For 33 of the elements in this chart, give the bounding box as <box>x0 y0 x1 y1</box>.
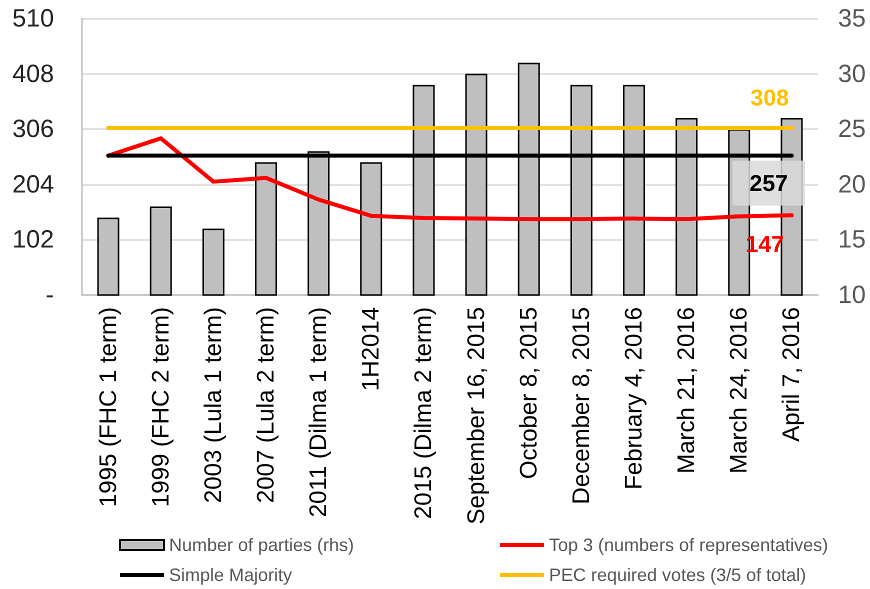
data-label: 257 <box>750 170 788 196</box>
legend-label: Number of parties (rhs) <box>169 535 354 555</box>
y-tick-label: 204 <box>12 170 54 198</box>
x-tick-label: 2011 (Dilma 1 term) <box>305 307 332 518</box>
legend-label: Top 3 (numbers of representatives) <box>549 535 828 555</box>
legend-label: PEC required votes (3/5 of total) <box>549 565 806 585</box>
x-tick-label: 2003 (Lula 1 term) <box>200 307 227 504</box>
legend-label: Simple Majority <box>169 565 292 585</box>
y2-tick-label: 15 <box>838 226 866 254</box>
x-tick-label: March 24, 2016 <box>726 307 753 474</box>
x-tick-label: 2015 (Dilma 2 term) <box>410 307 438 520</box>
y-tick-label: 306 <box>12 115 54 144</box>
x-tick-label: December 8, 2015 <box>568 307 595 504</box>
y-tick-label: 510 <box>12 4 54 32</box>
y-tick-label: - <box>46 281 54 309</box>
y2-tick-label: 10 <box>838 281 866 309</box>
y2-tick-label: 30 <box>838 60 866 88</box>
x-tick-label: 1999 (FHC 2 term) <box>147 307 174 508</box>
y-tick-label: 408 <box>12 60 54 88</box>
x-tick-label: 1995 (FHC 1 term) <box>94 307 122 508</box>
x-tick-label: 1H2014 <box>358 307 385 392</box>
y2-tick-label: 20 <box>838 170 866 198</box>
y2-tick-label: 25 <box>838 115 866 144</box>
x-tick-label: March 21, 2016 <box>673 307 700 474</box>
x-tick-label: April 7, 2016 <box>778 307 806 442</box>
x-tick-label: February 4, 2016 <box>620 307 648 490</box>
x-tick-label: 2007 (Lula 2 term) <box>252 307 280 504</box>
data-label: 308 <box>750 84 790 111</box>
line-series <box>106 136 794 222</box>
y2-tick-label: 35 <box>838 4 866 32</box>
y-tick-label: 102 <box>12 226 54 254</box>
x-tick-label: October 8, 2015 <box>515 307 542 480</box>
x-tick-label: September 16, 2015 <box>462 307 490 524</box>
